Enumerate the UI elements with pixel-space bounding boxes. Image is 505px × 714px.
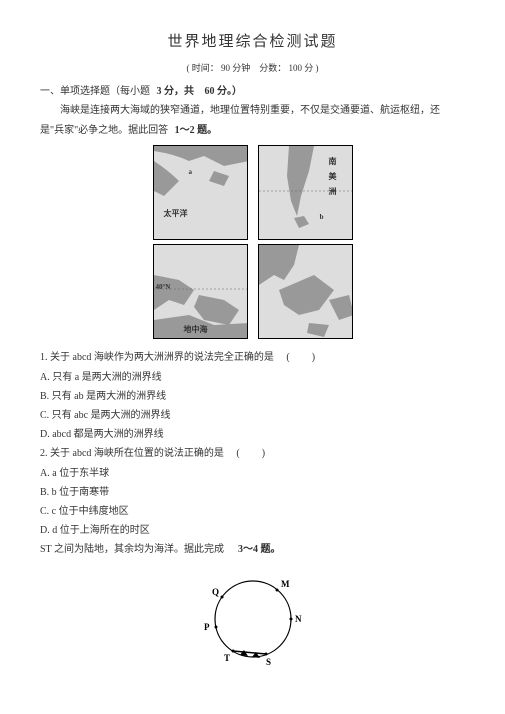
- score-value: 100 分 ): [289, 63, 319, 73]
- time-label: ( 时间：: [186, 63, 218, 73]
- opt-text: 位于东半球: [59, 468, 109, 479]
- intro-paragraph-2: 是"兵家"必争之地。据此回答 1～2 题。: [40, 123, 465, 139]
- q1-option-b: B. 只有 ab 是两大洲的洲界线: [40, 388, 465, 406]
- label-s: S: [266, 657, 271, 667]
- opt-label: B. 只有: [40, 391, 72, 402]
- q2-marks: abcd: [73, 448, 92, 459]
- q3-range: 3～4 题。: [238, 544, 281, 555]
- opt-label: A. 只有: [40, 372, 72, 383]
- map-b-label3: 洲: [329, 186, 337, 197]
- map-b-label2: 美: [329, 171, 337, 182]
- q3-intro-text: ST 之间为陆地，其余均为海洋。据此完成: [40, 544, 224, 555]
- opt-label: D.: [40, 525, 50, 536]
- opt-text: 是两大洲的洲界线: [91, 410, 171, 421]
- q1-option-d: D. abcd 都是两大洲的洲界线: [40, 426, 465, 444]
- q1-paren-close: ): [312, 352, 315, 363]
- intro-text: 是"兵家"必争之地。据此回答: [40, 125, 168, 136]
- q1-marks: abcd: [73, 352, 92, 363]
- label-m: M: [281, 579, 290, 589]
- opt-mark: a: [52, 468, 56, 479]
- maps-row-1: a 太平洋 南 美 洲 b: [153, 145, 353, 240]
- opt-text: 是两大洲的洲界线: [82, 372, 162, 383]
- page-title: 世界地理综合检测试题: [40, 30, 465, 51]
- q1-text: 海峡作为两大洲洲界的说法完全正确的是: [94, 352, 274, 363]
- section-text: 一、单项选择题（每小题: [40, 86, 150, 97]
- q1-option-a: A. 只有 a 是两大洲的洲界线: [40, 369, 465, 387]
- map-a-mark: a: [189, 168, 193, 176]
- question-1: 1. 关于 abcd 海峡作为两大洲洲界的说法完全正确的是 ( ): [40, 349, 465, 367]
- map-d: [258, 244, 353, 339]
- opt-label: B.: [40, 487, 49, 498]
- opt-mark: c: [52, 506, 56, 517]
- label-t: T: [224, 653, 230, 663]
- question-3-intro: ST 之间为陆地，其余均为海洋。据此完成 3～4 题。: [40, 541, 465, 559]
- opt-mark: b: [52, 487, 57, 498]
- intro-range: 1～2 题。: [175, 125, 218, 136]
- opt-label: C.: [40, 506, 49, 517]
- opt-mark: a: [75, 372, 79, 383]
- question-2: 2. 关于 abcd 海峡所在位置的说法正确的是 ( ): [40, 445, 465, 463]
- q2-option-b: B. b 位于南寒带: [40, 484, 465, 502]
- q2-option-d: D. d 位于上海所在的时区: [40, 522, 465, 540]
- opt-mark: abc: [74, 410, 88, 421]
- maps-row-2: 40°N 地中海: [153, 244, 353, 339]
- q1-prefix: 1. 关于: [40, 352, 70, 363]
- opt-text: 都是两大洲的洲界线: [74, 429, 164, 440]
- opt-text: 位于中纬度地区: [59, 506, 129, 517]
- q2-prefix: 2. 关于: [40, 448, 70, 459]
- label-n: N: [295, 614, 302, 624]
- opt-label: C. 只有: [40, 410, 72, 421]
- label-q: Q: [212, 587, 219, 597]
- map-b-mark: b: [320, 213, 324, 221]
- map-a: a 太平洋: [153, 145, 248, 240]
- map-a-label: 太平洋: [164, 208, 188, 219]
- label-p: P: [204, 622, 210, 632]
- intro-paragraph-1: 海峡是连接两大海域的狭窄通道，地理位置特别重要，不仅是交通要道、航运枢纽，还: [40, 103, 465, 119]
- map-b: 南 美 洲 b: [258, 145, 353, 240]
- opt-mark: d: [52, 525, 57, 536]
- opt-mark: ab: [74, 391, 83, 402]
- opt-text: 是两大洲的洲界线: [86, 391, 166, 402]
- exam-info: ( 时间： 90 分钟 分数： 100 分 ): [40, 61, 465, 74]
- time-value: 90 分钟: [221, 63, 250, 73]
- q2-option-a: A. a 位于东半球: [40, 465, 465, 483]
- q1-option-c: C. 只有 abc 是两大洲的洲界线: [40, 407, 465, 425]
- maps-container: a 太平洋 南 美 洲 b 40°N 地中海: [40, 145, 465, 339]
- q2-paren-close: ): [262, 448, 265, 459]
- map-c: 40°N 地中海: [153, 244, 248, 339]
- opt-text: 位于上海所在的时区: [60, 525, 150, 536]
- q2-text: 海峡所在位置的说法正确的是: [94, 448, 224, 459]
- q2-option-c: C. c 位于中纬度地区: [40, 503, 465, 521]
- opt-text: 位于南寒带: [59, 487, 109, 498]
- q1-paren-open: (: [286, 352, 289, 363]
- opt-label: D.: [40, 429, 50, 440]
- section-pts: 3 分，共: [157, 86, 195, 97]
- score-label: 分数：: [259, 63, 286, 73]
- map-b-label1: 南: [329, 156, 337, 167]
- map-c-lat: 40°N: [156, 283, 171, 291]
- circle-diagram: M N S T P Q: [40, 567, 465, 667]
- q2-paren-open: (: [236, 448, 239, 459]
- section-1-header: 一、单项选择题（每小题 3 分，共 60 分。）: [40, 82, 465, 97]
- opt-label: A.: [40, 468, 50, 479]
- opt-mark: abcd: [52, 429, 71, 440]
- map-c-label: 地中海: [184, 324, 208, 335]
- section-total: 60 分。）: [205, 86, 243, 97]
